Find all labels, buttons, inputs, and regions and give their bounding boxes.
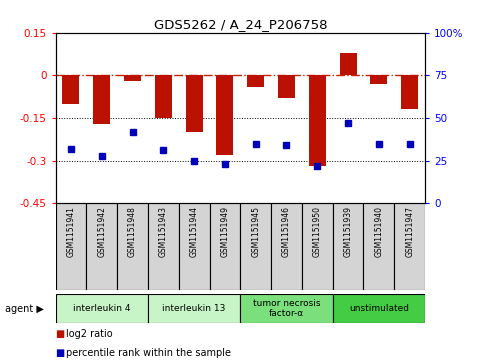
Bar (271, 203, 302, 290)
Text: interleukin 13: interleukin 13 (162, 304, 226, 313)
Text: GSM1151939: GSM1151939 (343, 206, 353, 257)
Bar (333, 203, 364, 290)
Bar (333, 294, 425, 323)
Bar (340, 53, 356, 75)
Text: GSM1151942: GSM1151942 (97, 206, 106, 257)
Text: interleukin 4: interleukin 4 (73, 304, 130, 313)
Bar (93, 75, 110, 124)
Bar (155, 75, 172, 118)
Bar (179, 203, 210, 290)
Text: log2 ratio: log2 ratio (66, 329, 113, 339)
Bar (370, 75, 387, 84)
Bar (148, 203, 179, 290)
Text: percentile rank within the sample: percentile rank within the sample (66, 347, 231, 358)
Bar (210, 203, 240, 290)
Bar (216, 75, 233, 155)
Bar (124, 75, 141, 81)
Bar (247, 75, 264, 87)
Text: GSM1151950: GSM1151950 (313, 206, 322, 257)
Text: GSM1151947: GSM1151947 (405, 206, 414, 257)
Bar (56, 294, 148, 323)
Bar (185, 75, 202, 132)
Text: agent ▶: agent ▶ (5, 303, 43, 314)
Bar (309, 75, 326, 166)
Bar (364, 203, 394, 290)
Bar (240, 203, 271, 290)
Text: GSM1151943: GSM1151943 (159, 206, 168, 257)
Text: ■: ■ (56, 347, 65, 358)
Bar (401, 75, 418, 109)
Text: tumor necrosis
factor-α: tumor necrosis factor-α (253, 299, 320, 318)
Title: GDS5262 / A_24_P206758: GDS5262 / A_24_P206758 (154, 19, 327, 32)
Bar (278, 75, 295, 98)
Bar (117, 203, 148, 290)
Text: GSM1151948: GSM1151948 (128, 206, 137, 257)
Text: GSM1151946: GSM1151946 (282, 206, 291, 257)
Bar (148, 294, 241, 323)
Text: GSM1151941: GSM1151941 (67, 206, 75, 257)
Bar (86, 203, 117, 290)
Bar (240, 294, 333, 323)
Text: GSM1151944: GSM1151944 (190, 206, 199, 257)
Bar (62, 75, 79, 104)
Bar (56, 203, 86, 290)
Bar (394, 203, 425, 290)
Text: unstimulated: unstimulated (349, 304, 409, 313)
Bar (302, 203, 333, 290)
Text: GSM1151949: GSM1151949 (220, 206, 229, 257)
Text: ■: ■ (56, 329, 65, 339)
Text: GSM1151945: GSM1151945 (251, 206, 260, 257)
Text: GSM1151940: GSM1151940 (374, 206, 384, 257)
